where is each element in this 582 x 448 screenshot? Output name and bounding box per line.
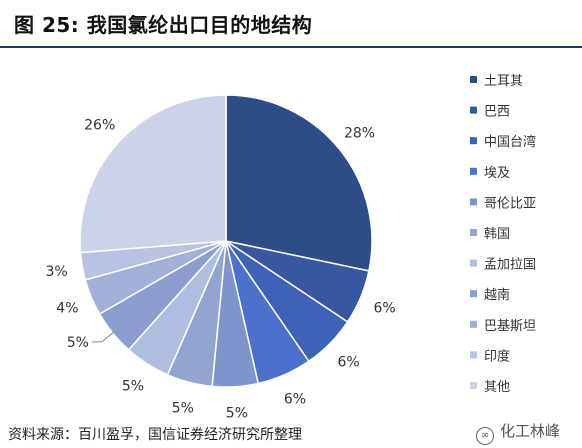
legend-label: 哥伦比亚 (484, 196, 536, 211)
leader-lines (91, 331, 115, 343)
legend-swatch (470, 229, 477, 236)
pie-slice (79, 94, 227, 254)
figure-title-bar: 图 25: 我国氯纶出口目的地结构 (0, 0, 582, 48)
wechat-icon: ∞ (476, 427, 494, 445)
source-note: 资料来源：百川盈孚，国信证券经济研究所整理 (8, 427, 302, 443)
legend-swatch (470, 167, 477, 175)
legend-label: 孟加拉国 (484, 258, 536, 273)
leader-line (91, 331, 115, 343)
legend-swatch (470, 106, 477, 114)
slice-labels: 28% 6% 6% 6% 5% 5% 5% 5% 4% 3% 26% (45, 117, 395, 420)
legend-label: 土耳其 (484, 74, 523, 89)
pie-slices (79, 94, 373, 388)
legend-label: 越南 (484, 287, 510, 303)
legend-swatch (470, 137, 477, 145)
slice-label: 28% (344, 126, 375, 142)
watermark: ∞ 化工林峰 (476, 420, 560, 445)
legend-label: 中国台湾 (484, 134, 536, 150)
legend-label: 韩国 (484, 227, 510, 242)
legend-label: 印度 (484, 348, 510, 364)
pie-chart: 28% 6% 6% 6% 5% 5% 5% 5% 4% 3% 26% 土耳其巴西中国台湾埃及哥伦比亚… (45, 74, 536, 420)
slice-label: 4% (56, 301, 78, 317)
slice-label: 6% (373, 301, 395, 317)
pie-slice (225, 94, 373, 272)
slice-label: 3% (45, 264, 67, 280)
slice-label: 6% (284, 392, 306, 408)
legend-swatch (470, 198, 477, 206)
legend-label: 其他 (484, 380, 510, 395)
legend-label: 巴基斯坦 (484, 319, 536, 334)
slice-label: 26% (84, 117, 115, 133)
legend-swatch (470, 351, 477, 359)
legend-swatch (470, 382, 477, 389)
legend-swatch (470, 290, 477, 298)
slice-label: 5% (172, 401, 194, 417)
legend-swatch (470, 76, 477, 83)
slice-label: 6% (337, 355, 359, 371)
slice-label: 5% (67, 335, 89, 351)
legend-swatch (470, 320, 477, 328)
watermark-text: 化工林峰 (500, 422, 561, 440)
legend-swatch (470, 259, 477, 267)
slice-label: 5% (122, 379, 144, 395)
slice-label: 5% (226, 406, 248, 420)
legend-label: 巴西 (484, 105, 510, 120)
legend-label: 埃及 (484, 166, 510, 181)
figure-title: 图 25: 我国氯纶出口目的地结构 (14, 13, 313, 37)
